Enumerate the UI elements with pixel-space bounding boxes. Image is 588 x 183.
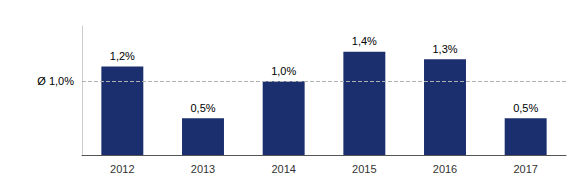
svg-text:1,3%: 1,3% (432, 43, 457, 55)
svg-text:2012: 2012 (110, 163, 134, 175)
svg-text:2016: 2016 (433, 163, 457, 175)
svg-text:2014: 2014 (271, 163, 295, 175)
svg-text:1,0%: 1,0% (271, 65, 296, 77)
svg-text:2017: 2017 (513, 163, 537, 175)
svg-text:0,5%: 0,5% (190, 102, 215, 114)
svg-text:0,5%: 0,5% (513, 102, 538, 114)
svg-text:Ø 1,0%: Ø 1,0% (37, 75, 74, 87)
svg-text:1,2%: 1,2% (110, 50, 135, 62)
svg-text:2013: 2013 (191, 163, 215, 175)
svg-text:1,4%: 1,4% (352, 35, 377, 47)
svg-text:2015: 2015 (352, 163, 376, 175)
